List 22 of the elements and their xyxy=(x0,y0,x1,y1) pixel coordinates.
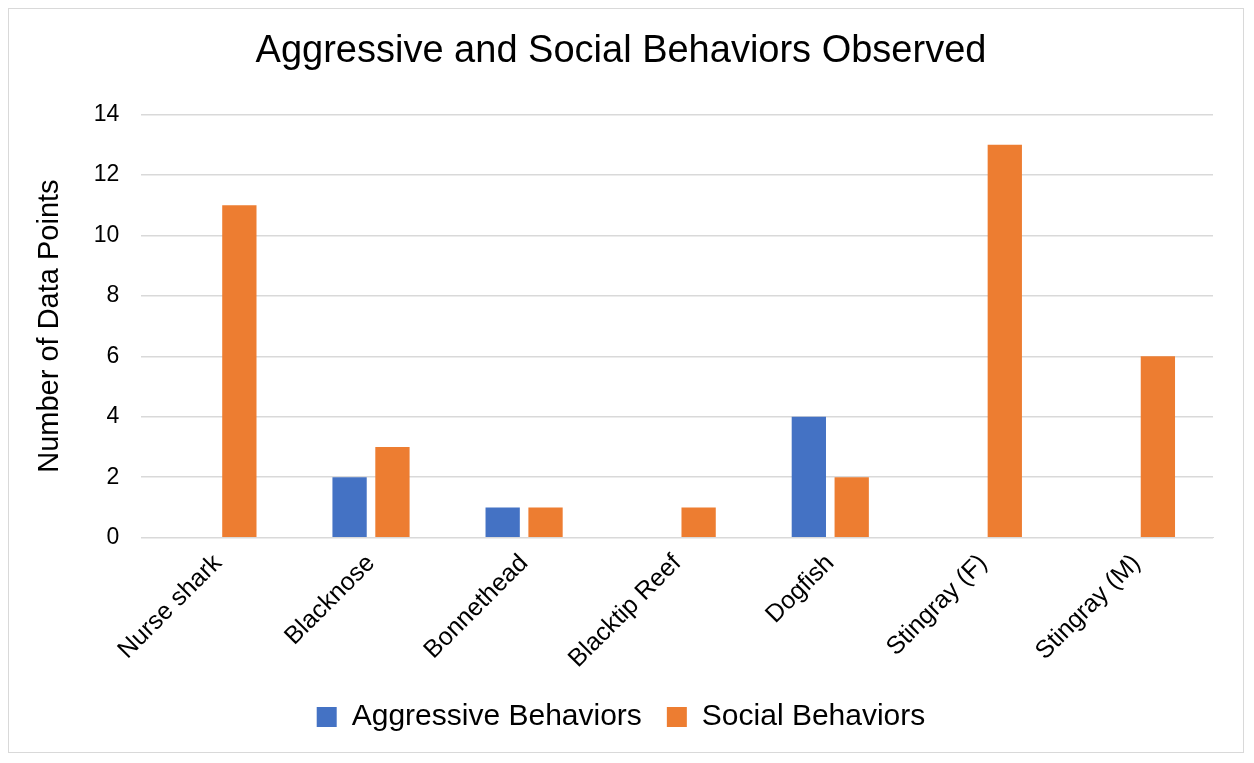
bar xyxy=(375,446,410,537)
y-tick-label: 0 xyxy=(106,522,120,549)
bar xyxy=(834,477,869,537)
bar xyxy=(987,144,1022,537)
bar xyxy=(528,507,563,537)
y-tick-label: 6 xyxy=(106,341,120,368)
y-tick-label: 12 xyxy=(93,160,120,187)
bar xyxy=(332,477,367,537)
legend-label: Social Behaviors xyxy=(701,698,926,732)
bar xyxy=(222,205,257,537)
y-tick-label: 4 xyxy=(106,402,120,429)
chart-title: Aggressive and Social Behaviors Observed xyxy=(255,28,987,71)
y-tick-label: 10 xyxy=(93,220,120,247)
y-tick-label: 2 xyxy=(106,462,120,489)
bar xyxy=(791,416,826,537)
y-tick-label: 8 xyxy=(106,281,120,308)
bar xyxy=(485,507,520,537)
bar xyxy=(681,507,716,537)
y-tick-label: 14 xyxy=(93,99,120,126)
legend-label: Aggressive Behaviors xyxy=(351,698,642,732)
bar xyxy=(1140,356,1176,537)
y-axis-title: Number of Data Points xyxy=(32,179,65,473)
